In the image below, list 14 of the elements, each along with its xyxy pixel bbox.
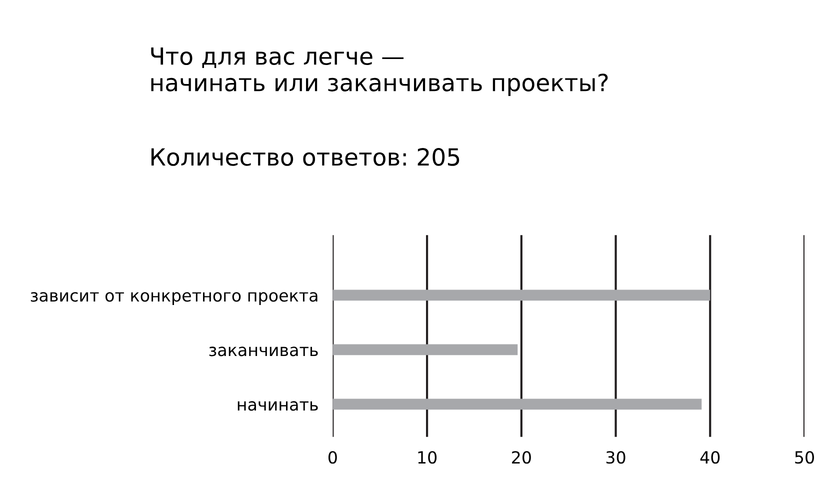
bar — [332, 344, 518, 356]
y-tick-label: заканчивать — [209, 346, 318, 356]
x-tick-label: 20 — [512, 451, 531, 464]
x-tick-label: 50 — [795, 451, 814, 464]
x-tick-label: 0 — [328, 451, 337, 464]
chart-title: Что для вас легче — начинать или заканчивать проекты? — [151, 47, 608, 96]
bar — [332, 290, 710, 301]
x-tick-label: 10 — [418, 451, 437, 464]
y-tick-label: начинать — [238, 401, 318, 411]
bar — [332, 398, 702, 410]
y-tick-label: зависит от конкретного проекта — [30, 292, 318, 305]
x-tick-label: 40 — [700, 451, 720, 464]
chart-subtitle: Количество ответов: 205 — [151, 148, 460, 166]
x-tick-label: 30 — [606, 451, 626, 464]
